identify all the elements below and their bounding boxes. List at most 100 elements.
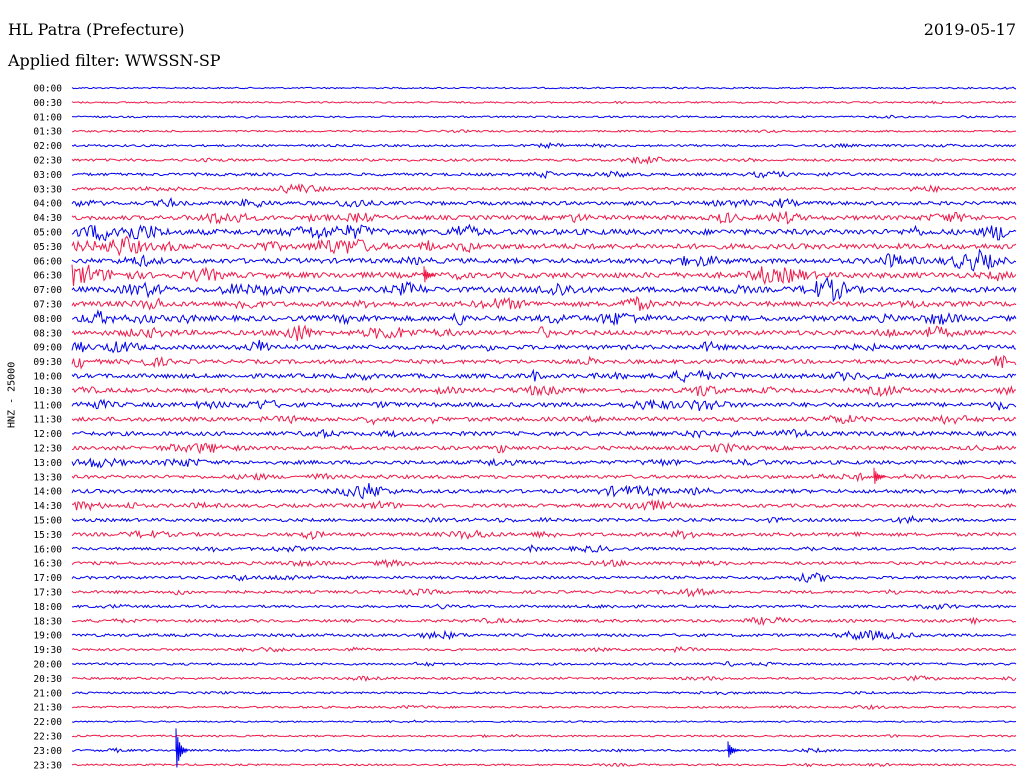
row-time-label: 11:30: [33, 415, 62, 426]
trace-line: [71, 235, 1017, 257]
trace-line: [71, 264, 1017, 286]
trace-line: [71, 587, 1016, 598]
row-time-label: 16:00: [33, 544, 62, 555]
trace-line: [71, 572, 1017, 583]
row-time-label: 06:00: [33, 256, 62, 267]
trace-line: [71, 86, 1017, 90]
trace-line: [71, 733, 1017, 739]
trace-line: [71, 114, 1017, 119]
trace-line: [71, 398, 1017, 412]
row-time-label: 01:00: [33, 112, 62, 123]
trace-line: [71, 457, 1017, 469]
row-time-label: 02:30: [33, 156, 62, 167]
trace-line: [71, 414, 1017, 426]
row-time-label: 23:30: [33, 760, 62, 771]
row-time-label: 03:30: [33, 184, 62, 195]
trace-line: [71, 129, 1017, 134]
trace-line: [71, 384, 1016, 398]
trace-line: [71, 276, 1017, 303]
row-time-label: 04:00: [33, 199, 62, 210]
trace-line: [71, 704, 1017, 710]
row-time-label: 21:30: [33, 703, 62, 714]
trace-line: [71, 483, 1017, 500]
row-time-label: 10:00: [33, 372, 62, 383]
row-time-label: 23:00: [33, 746, 62, 757]
row-time-label: 17:00: [33, 573, 62, 584]
trace-line: [71, 544, 1017, 554]
row-time-label: 21:00: [33, 688, 62, 699]
trace-line: [71, 428, 1017, 440]
row-time-label: 22:00: [33, 717, 62, 728]
row-time-label: 02:00: [33, 141, 62, 152]
trace-line: [71, 248, 1017, 272]
trace-line: [71, 747, 1017, 754]
row-time-label: 04:30: [33, 213, 62, 224]
row-time-label: 09:30: [33, 357, 62, 368]
row-time-label: 22:30: [33, 732, 62, 743]
trace-line: [71, 211, 1017, 225]
row-time-label: 20:30: [33, 674, 62, 685]
trace-line: [71, 295, 1017, 311]
trace-line: [71, 616, 1017, 627]
row-time-label: 19:00: [33, 631, 62, 642]
row-time-label: 14:30: [33, 501, 62, 512]
date-label: 2019-05-17: [923, 20, 1016, 39]
trace-line: [71, 141, 1017, 150]
row-time-label: 00:00: [33, 84, 62, 95]
trace-line: [71, 661, 1017, 667]
row-time-label: 12:30: [33, 444, 62, 455]
row-time-label: 05:00: [33, 228, 62, 239]
trace-line: [71, 646, 1017, 654]
row-time-label: 10:30: [33, 386, 62, 397]
trace-line: [71, 558, 1017, 569]
trace-line: [71, 529, 1017, 541]
trace-line: [71, 690, 1017, 696]
event-spike: [727, 741, 741, 758]
row-time-label: 20:00: [33, 660, 62, 671]
trace-line: [71, 498, 1017, 512]
row-time-label: 17:30: [33, 588, 62, 599]
trace-line: [71, 183, 1017, 194]
row-time-label: 19:30: [33, 645, 62, 656]
row-time-label: 12:00: [33, 429, 62, 440]
row-time-label: 08:30: [33, 328, 62, 339]
trace-line: [71, 719, 1017, 724]
row-time-label: 05:30: [33, 242, 62, 253]
trace-line: [71, 156, 1017, 165]
event-spike: [873, 467, 887, 484]
trace-line: [71, 472, 1017, 483]
row-time-label: 13:00: [33, 458, 62, 469]
trace-line: [71, 197, 1017, 209]
trace-line: [71, 514, 1017, 525]
station-title: HL Patra (Prefecture): [8, 20, 185, 39]
trace-line: [71, 354, 1017, 370]
row-time-label: 01:30: [33, 127, 62, 138]
row-time-label: 15:30: [33, 530, 62, 541]
trace-line: [71, 442, 1017, 455]
filter-label: Applied filter: WWSSN-SP: [8, 51, 221, 70]
row-time-label: 09:00: [33, 343, 62, 354]
row-time-label: 00:30: [33, 98, 62, 109]
trace-line: [71, 324, 1017, 341]
row-time-label: 11:00: [33, 400, 62, 411]
row-time-label: 13:30: [33, 472, 62, 483]
row-time-label: 07:30: [33, 300, 62, 311]
row-time-label: 07:00: [33, 285, 62, 296]
trace-line: [71, 309, 1017, 327]
trace-line: [71, 762, 1017, 768]
event-spike: [175, 728, 189, 768]
trace-line: [71, 629, 1017, 641]
trace-line: [72, 603, 1017, 610]
trace-line: [71, 223, 1017, 242]
row-time-label: 18:30: [33, 616, 62, 627]
row-time-label: 14:00: [33, 487, 62, 498]
trace-line: [71, 674, 1017, 683]
row-time-label: 03:00: [33, 170, 62, 181]
row-time-label: 08:00: [33, 314, 62, 325]
row-time-label: 06:30: [33, 271, 62, 282]
row-time-label: 15:00: [33, 516, 62, 527]
row-time-label: 18:00: [33, 602, 62, 613]
row-time-label: 16:30: [33, 559, 62, 570]
trace-line: [71, 170, 1017, 180]
